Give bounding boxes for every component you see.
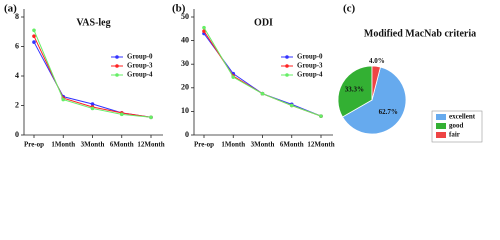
point [90,106,95,111]
x-tick-label: 12Month [137,141,164,149]
legend-label: Group-0 [297,53,323,61]
legend-label: Group-0 [127,53,153,61]
x-tick-label: Pre-op [24,141,44,149]
legend-swatch [436,114,446,120]
legend-marker [285,73,289,77]
chart-title: VAS-leg [76,17,110,28]
point [260,91,265,96]
y-tick-label: 0 [15,130,19,139]
point [289,103,294,108]
legend-swatch [436,132,446,138]
x-tick-label: 6Month [110,141,134,149]
legend-swatch [436,123,446,129]
y-tick-label: 10 [181,106,189,115]
legend-label: Group-3 [297,62,323,70]
legend-label: excellent [449,113,476,121]
legend-marker [115,55,119,59]
y-tick-label: 0 [185,130,189,139]
pie-slice [371,65,381,101]
panel-label: (b) [172,3,186,15]
point [119,112,124,117]
x-tick-label: 1Month [51,141,75,149]
panel-label: (c) [343,3,356,15]
value-label: 33.3% [345,85,364,93]
point [32,34,36,38]
y-tick-label: 50 [181,12,189,21]
pie-slice [337,65,373,118]
x-tick-label: 3Month [251,141,275,149]
legend-label: fair [449,131,460,139]
point [61,97,66,102]
x-tick-label: Pre-op [194,141,214,149]
y-tick-label: 6 [15,41,19,50]
value-label: 4.0% [369,57,385,65]
y-tick-label: 40 [181,35,189,44]
chart-title: ODI [254,17,273,28]
point [319,114,323,118]
legend-label: Group-3 [127,62,153,70]
y-tick-label: 20 [181,83,189,92]
point [202,29,206,33]
point [202,25,206,30]
point [231,75,236,79]
point [32,28,36,33]
panel-label: (a) [4,3,17,15]
legend-label: good [449,122,464,130]
legend-marker [285,55,289,59]
x-tick-label: 3Month [81,141,105,149]
y-tick-label: 2 [15,100,19,109]
value-label: 62.7% [379,108,398,116]
y-tick-label: 30 [181,59,189,68]
chart-title: Modified MacNab criteria [364,28,476,39]
legend-marker [285,64,289,68]
y-tick-label: 8 [15,12,19,21]
point [149,115,153,120]
legend-label: Group-4 [297,71,323,79]
point [90,102,95,106]
pie-slice [341,66,407,135]
x-tick-label: 1Month [221,141,245,149]
point [32,40,36,44]
y-tick-label: 4 [15,71,19,80]
legend-marker [115,73,119,77]
x-tick-label: 6Month [280,141,304,149]
legend-label: Group-4 [127,71,153,79]
legend-marker [115,64,119,68]
x-tick-label: 12Month [307,141,334,149]
